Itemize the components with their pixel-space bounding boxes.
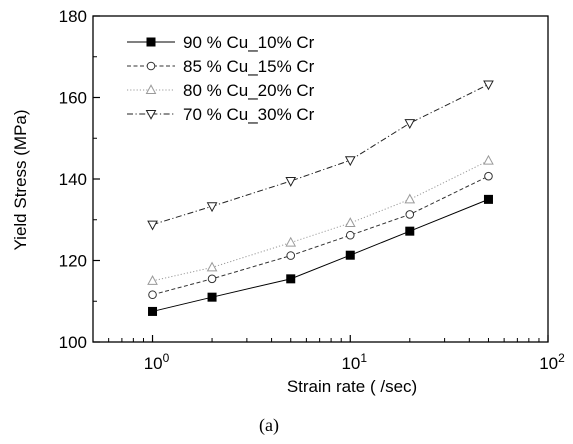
data-point	[148, 290, 157, 300]
data-point	[207, 274, 217, 284]
series-3	[147, 154, 494, 285]
data-point	[405, 210, 415, 219]
x-tick-label: 102	[539, 351, 565, 373]
data-point	[404, 193, 416, 204]
data-point	[206, 261, 218, 272]
data-point	[345, 250, 355, 260]
data-point	[483, 80, 494, 91]
legend-entry: 85 % Cu_15% Cr	[127, 57, 315, 76]
series-layer	[147, 80, 494, 316]
figure-caption: (a)	[259, 415, 279, 436]
data-point	[207, 292, 217, 302]
y-tick-label: 180	[59, 7, 87, 26]
legend-marker	[145, 110, 157, 120]
y-tick-label: 120	[59, 252, 87, 271]
series-1	[148, 194, 493, 316]
data-point	[147, 220, 158, 231]
series-4	[147, 80, 494, 231]
legend-marker	[146, 37, 156, 47]
plot-border	[92, 15, 549, 343]
series-line	[152, 160, 489, 282]
x-tick-label: 101	[341, 351, 367, 373]
series-line	[152, 175, 489, 296]
x-tick-label: 100	[144, 351, 170, 373]
data-point	[286, 274, 296, 284]
series-line	[152, 198, 489, 312]
y-axis-label: Yield Stress (MPa)	[11, 109, 30, 250]
legend-entry: 70 % Cu_30% Cr	[127, 105, 315, 124]
data-point	[345, 230, 355, 240]
data-point	[484, 171, 493, 181]
data-point	[285, 236, 297, 247]
y-tick-label: 100	[59, 333, 87, 352]
data-point	[147, 275, 158, 285]
y-tick-label: 160	[59, 89, 87, 108]
data-point	[483, 194, 493, 204]
series-2	[148, 171, 493, 300]
legend-label: 85 % Cu_15% Cr	[183, 57, 315, 76]
legend: 90 % Cu_10% Cr 85 % Cu_15% Cr 80 % Cu_20% …	[127, 33, 315, 124]
legend-label: 90 % Cu_10% Cr	[183, 33, 315, 52]
data-point	[404, 119, 416, 130]
data-point	[206, 202, 218, 213]
series-line	[152, 84, 489, 226]
data-point	[286, 251, 296, 260]
legend-label: 80 % Cu_20% Cr	[183, 81, 315, 100]
data-point	[344, 156, 356, 167]
data-point	[344, 217, 356, 228]
legend-label: 70 % Cu_30% Cr	[183, 105, 315, 124]
data-point	[483, 154, 494, 165]
data-point	[285, 177, 297, 187]
data-point	[405, 226, 415, 236]
y-tick-label: 140	[59, 170, 87, 189]
plot-area	[92, 15, 549, 343]
legend-marker	[146, 61, 156, 71]
axis-ticks: 100 120 140 160 180 100 101 102	[59, 7, 565, 373]
data-point	[148, 306, 158, 316]
legend-marker	[145, 84, 157, 94]
axis-labels: Strain rate ( /sec) Yield Stress (MPa) (…	[11, 109, 417, 436]
legend-entry: 80 % Cu_20% Cr	[127, 81, 315, 100]
x-axis-label: Strain rate ( /sec)	[287, 377, 417, 396]
legend-entry: 90 % Cu_10% Cr	[127, 33, 315, 52]
